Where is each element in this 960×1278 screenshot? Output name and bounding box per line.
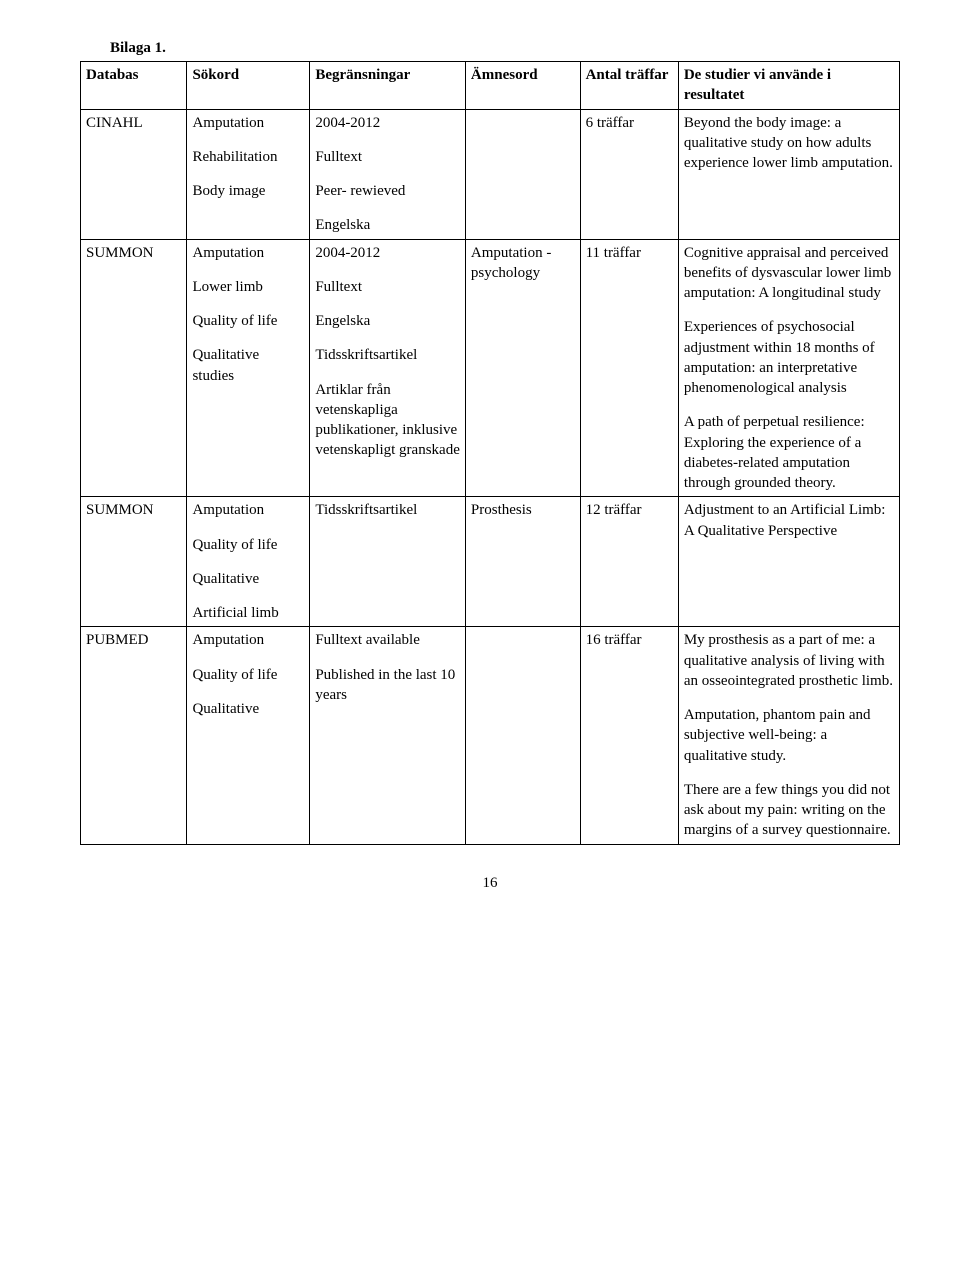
text: My prosthesis as a part of me: a qualita… [684,630,894,691]
text: Quality of life [192,311,304,331]
text: Fulltext available [315,630,460,650]
cell-begr: 2004-2012 Fulltext Peer- rewieved Engels… [310,109,466,239]
text: Tidsskriftsartikel [315,500,460,520]
text: Cognitive appraisal and perceived benefi… [684,243,894,304]
text: Quality of life [192,535,304,555]
text: 2004-2012 [315,113,460,133]
text: Body image [192,181,304,201]
table-row: SUMMON Amputation Quality of life Qualit… [81,497,900,627]
text: Tidsskriftsartikel [315,345,460,365]
text: Artiklar från vetenskapliga publikatione… [315,380,460,461]
cell-amnes: Amputation - psychology [465,239,580,497]
text: Fulltext [315,147,460,167]
text: Fulltext [315,277,460,297]
cell-begr: Tidsskriftsartikel [310,497,466,627]
text: Amputation [192,243,304,263]
text: Adjustment to an Artificial Limb: A Qual… [684,500,894,541]
cell-databas: CINAHL [81,109,187,239]
text: Beyond the body image: a qualitative stu… [684,113,894,174]
text: Quality of life [192,665,304,685]
table-row: SUMMON Amputation Lower limb Quality of … [81,239,900,497]
cell-result: Adjustment to an Artificial Limb: A Qual… [678,497,899,627]
text: Published in the last 10 years [315,665,460,706]
cell-result: Cognitive appraisal and perceived benefi… [678,239,899,497]
search-table: Databas Sökord Begränsningar Ämnesord An… [80,61,900,845]
col-result: De studier vi använde i resultatet [678,62,899,110]
table-header-row: Databas Sökord Begränsningar Ämnesord An… [81,62,900,110]
cell-antal: 11 träffar [580,239,678,497]
text: Experiences of psychosocial adjustment w… [684,317,894,398]
cell-begr: Fulltext available Published in the last… [310,627,466,844]
text: Amputation [192,113,304,133]
cell-result: Beyond the body image: a qualitative stu… [678,109,899,239]
text: A path of perpetual resilience: Explorin… [684,412,894,493]
cell-sokord: Amputation Quality of life Qualitative [187,627,310,844]
text: Artificial limb [192,603,304,623]
text: 2004-2012 [315,243,460,263]
cell-antal: 16 träffar [580,627,678,844]
text: Qualitative studies [192,345,304,386]
text: Engelska [315,311,460,331]
cell-databas: PUBMED [81,627,187,844]
appendix-title: Bilaga 1. [110,40,900,57]
cell-amnes [465,109,580,239]
cell-amnes [465,627,580,844]
text: Engelska [315,215,460,235]
cell-sokord: Amputation Rehabilitation Body image [187,109,310,239]
cell-antal: 12 träffar [580,497,678,627]
col-amnes: Ämnesord [465,62,580,110]
col-antal: Antal träffar [580,62,678,110]
cell-sokord: Amputation Quality of life Qualitative A… [187,497,310,627]
text: Peer- rewieved [315,181,460,201]
col-sokord: Sökord [187,62,310,110]
cell-databas: SUMMON [81,239,187,497]
cell-amnes: Prosthesis [465,497,580,627]
text: Amputation, phantom pain and subjective … [684,705,894,766]
table-row: CINAHL Amputation Rehabilitation Body im… [81,109,900,239]
col-begr: Begränsningar [310,62,466,110]
text: Lower limb [192,277,304,297]
cell-databas: SUMMON [81,497,187,627]
cell-begr: 2004-2012 Fulltext Engelska Tidsskriftsa… [310,239,466,497]
text: Amputation [192,500,304,520]
page-number: 16 [80,875,900,892]
text: Amputation [192,630,304,650]
col-databas: Databas [81,62,187,110]
cell-antal: 6 träffar [580,109,678,239]
text: There are a few things you did not ask a… [684,780,894,841]
cell-result: My prosthesis as a part of me: a qualita… [678,627,899,844]
text: Rehabilitation [192,147,304,167]
text: Qualitative [192,569,304,589]
table-row: PUBMED Amputation Quality of life Qualit… [81,627,900,844]
cell-sokord: Amputation Lower limb Quality of life Qu… [187,239,310,497]
text: Qualitative [192,699,304,719]
